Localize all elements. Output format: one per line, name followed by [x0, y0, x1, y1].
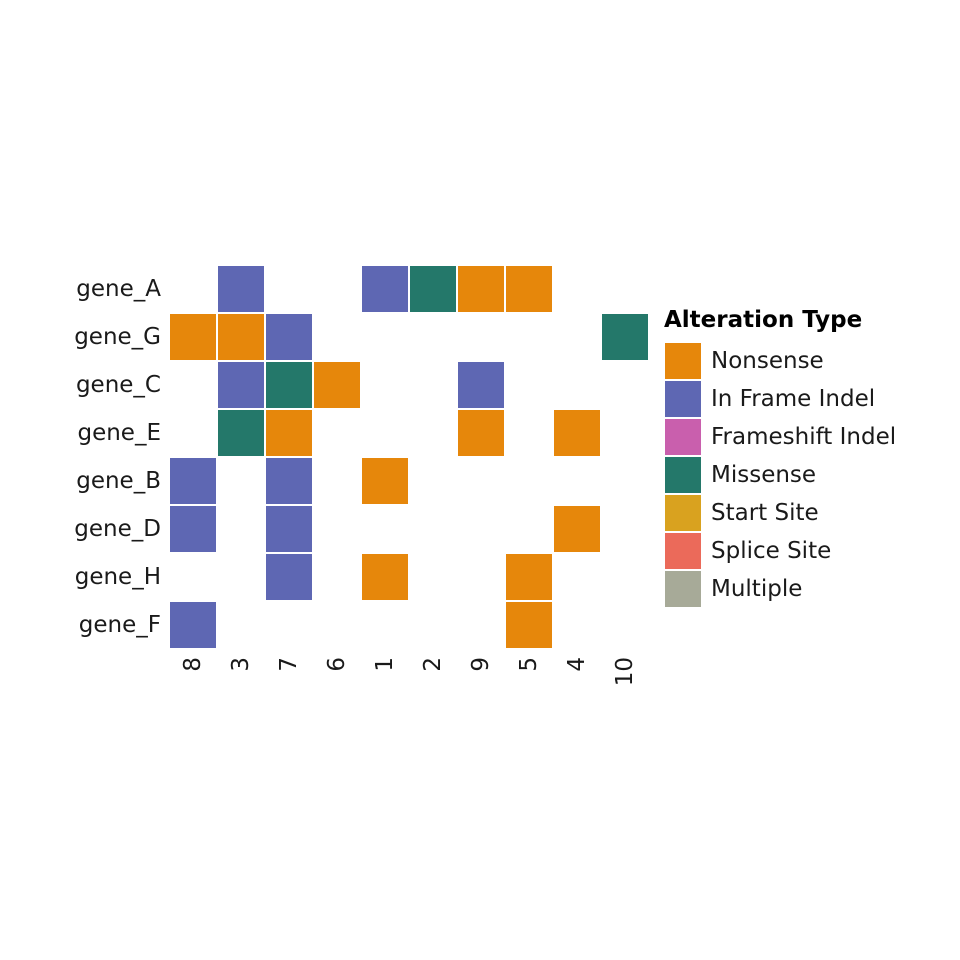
heatmap-cells: [170, 266, 648, 648]
cell-gene-b-sample-8: [170, 458, 216, 504]
cell-gene-f-sample-8: [170, 602, 216, 648]
legend-label-start-site: Start Site: [711, 500, 819, 526]
legend-item-splice-site: Splice Site: [665, 533, 831, 569]
cell-gene-b-sample-1: [362, 458, 408, 504]
sample-label-10: 10: [612, 657, 638, 686]
cell-gene-c-sample-9: [458, 362, 504, 408]
sample-label-3: 3: [228, 657, 254, 672]
legend-item-nonsense: Nonsense: [665, 343, 824, 379]
legend-item-frameshift-indel: Frameshift Indel: [665, 419, 896, 455]
cell-gene-h-sample-5: [506, 554, 552, 600]
legend-swatch-nonsense: [665, 343, 701, 379]
cell-gene-d-sample-7: [266, 506, 312, 552]
cell-gene-e-sample-7: [266, 410, 312, 456]
gene-label-gene-c: gene_C: [76, 372, 161, 398]
gene-label-gene-a: gene_A: [76, 276, 161, 302]
gene-label-gene-b: gene_B: [76, 468, 161, 494]
legend-swatch-frameshift-indel: [665, 419, 701, 455]
legend-item-in-frame-indel: In Frame Indel: [665, 381, 875, 417]
cell-gene-e-sample-9: [458, 410, 504, 456]
cell-gene-a-sample-9: [458, 266, 504, 312]
sample-label-2: 2: [420, 657, 446, 672]
cell-gene-h-sample-1: [362, 554, 408, 600]
sample-label-7: 7: [276, 657, 302, 672]
gene-label-gene-e: gene_E: [77, 420, 161, 446]
legend-item-start-site: Start Site: [665, 495, 819, 531]
cell-gene-g-sample-3: [218, 314, 264, 360]
legend-items: Nonsense In Frame Indel Frameshift Indel Mi…: [665, 343, 896, 607]
legend-label-multiple: Multiple: [711, 576, 802, 602]
sample-label-5: 5: [516, 657, 542, 672]
sample-label-4: 4: [564, 657, 590, 672]
cell-gene-c-sample-3: [218, 362, 264, 408]
legend-swatch-splice-site: [665, 533, 701, 569]
gene-axis-labels: gene_A gene_G gene_C gene_E gene_B gene_Dgene…: [74, 276, 161, 638]
cell-gene-g-sample-10: [602, 314, 648, 360]
cell-gene-a-sample-1: [362, 266, 408, 312]
sample-label-8: 8: [180, 657, 206, 672]
legend-label-missense: Missense: [711, 462, 816, 488]
legend-swatch-missense: [665, 457, 701, 493]
gene-label-gene-d: gene_D: [74, 516, 161, 542]
legend-swatch-start-site: [665, 495, 701, 531]
cell-gene-a-sample-2: [410, 266, 456, 312]
legend: Alteration Type Nonsense In Frame Indel Fr…: [664, 307, 896, 607]
legend-label-splice-site: Splice Site: [711, 538, 831, 564]
cell-gene-f-sample-5: [506, 602, 552, 648]
gene-label-gene-g: gene_G: [74, 324, 161, 350]
legend-label-nonsense: Nonsense: [711, 348, 824, 374]
sample-axis-labels: 8 3 7 6 1 2 9 5 4 10: [180, 657, 638, 686]
cell-gene-g-sample-7: [266, 314, 312, 360]
cell-gene-b-sample-7: [266, 458, 312, 504]
sample-label-1: 1: [372, 657, 398, 672]
sample-label-9: 9: [468, 657, 494, 672]
legend-label-in-frame-indel: In Frame Indel: [711, 386, 875, 412]
legend-item-multiple: Multiple: [665, 571, 802, 607]
cell-gene-c-sample-6: [314, 362, 360, 408]
cell-gene-g-sample-8: [170, 314, 216, 360]
cell-gene-e-sample-3: [218, 410, 264, 456]
cell-gene-d-sample-8: [170, 506, 216, 552]
legend-swatch-in-frame-indel: [665, 381, 701, 417]
cell-gene-e-sample-4: [554, 410, 600, 456]
legend-item-missense: Missense: [665, 457, 816, 493]
cell-gene-d-sample-4: [554, 506, 600, 552]
gene-label-gene-h: gene_H: [75, 564, 161, 590]
legend-title: Alteration Type: [664, 307, 862, 333]
cell-gene-a-sample-3: [218, 266, 264, 312]
sample-label-6: 6: [324, 657, 350, 672]
gene-label-gene-f: gene_F: [79, 612, 161, 638]
legend-label-frameshift-indel: Frameshift Indel: [711, 424, 896, 450]
legend-swatch-multiple: [665, 571, 701, 607]
cell-gene-h-sample-7: [266, 554, 312, 600]
cell-gene-a-sample-5: [506, 266, 552, 312]
cell-gene-c-sample-7: [266, 362, 312, 408]
